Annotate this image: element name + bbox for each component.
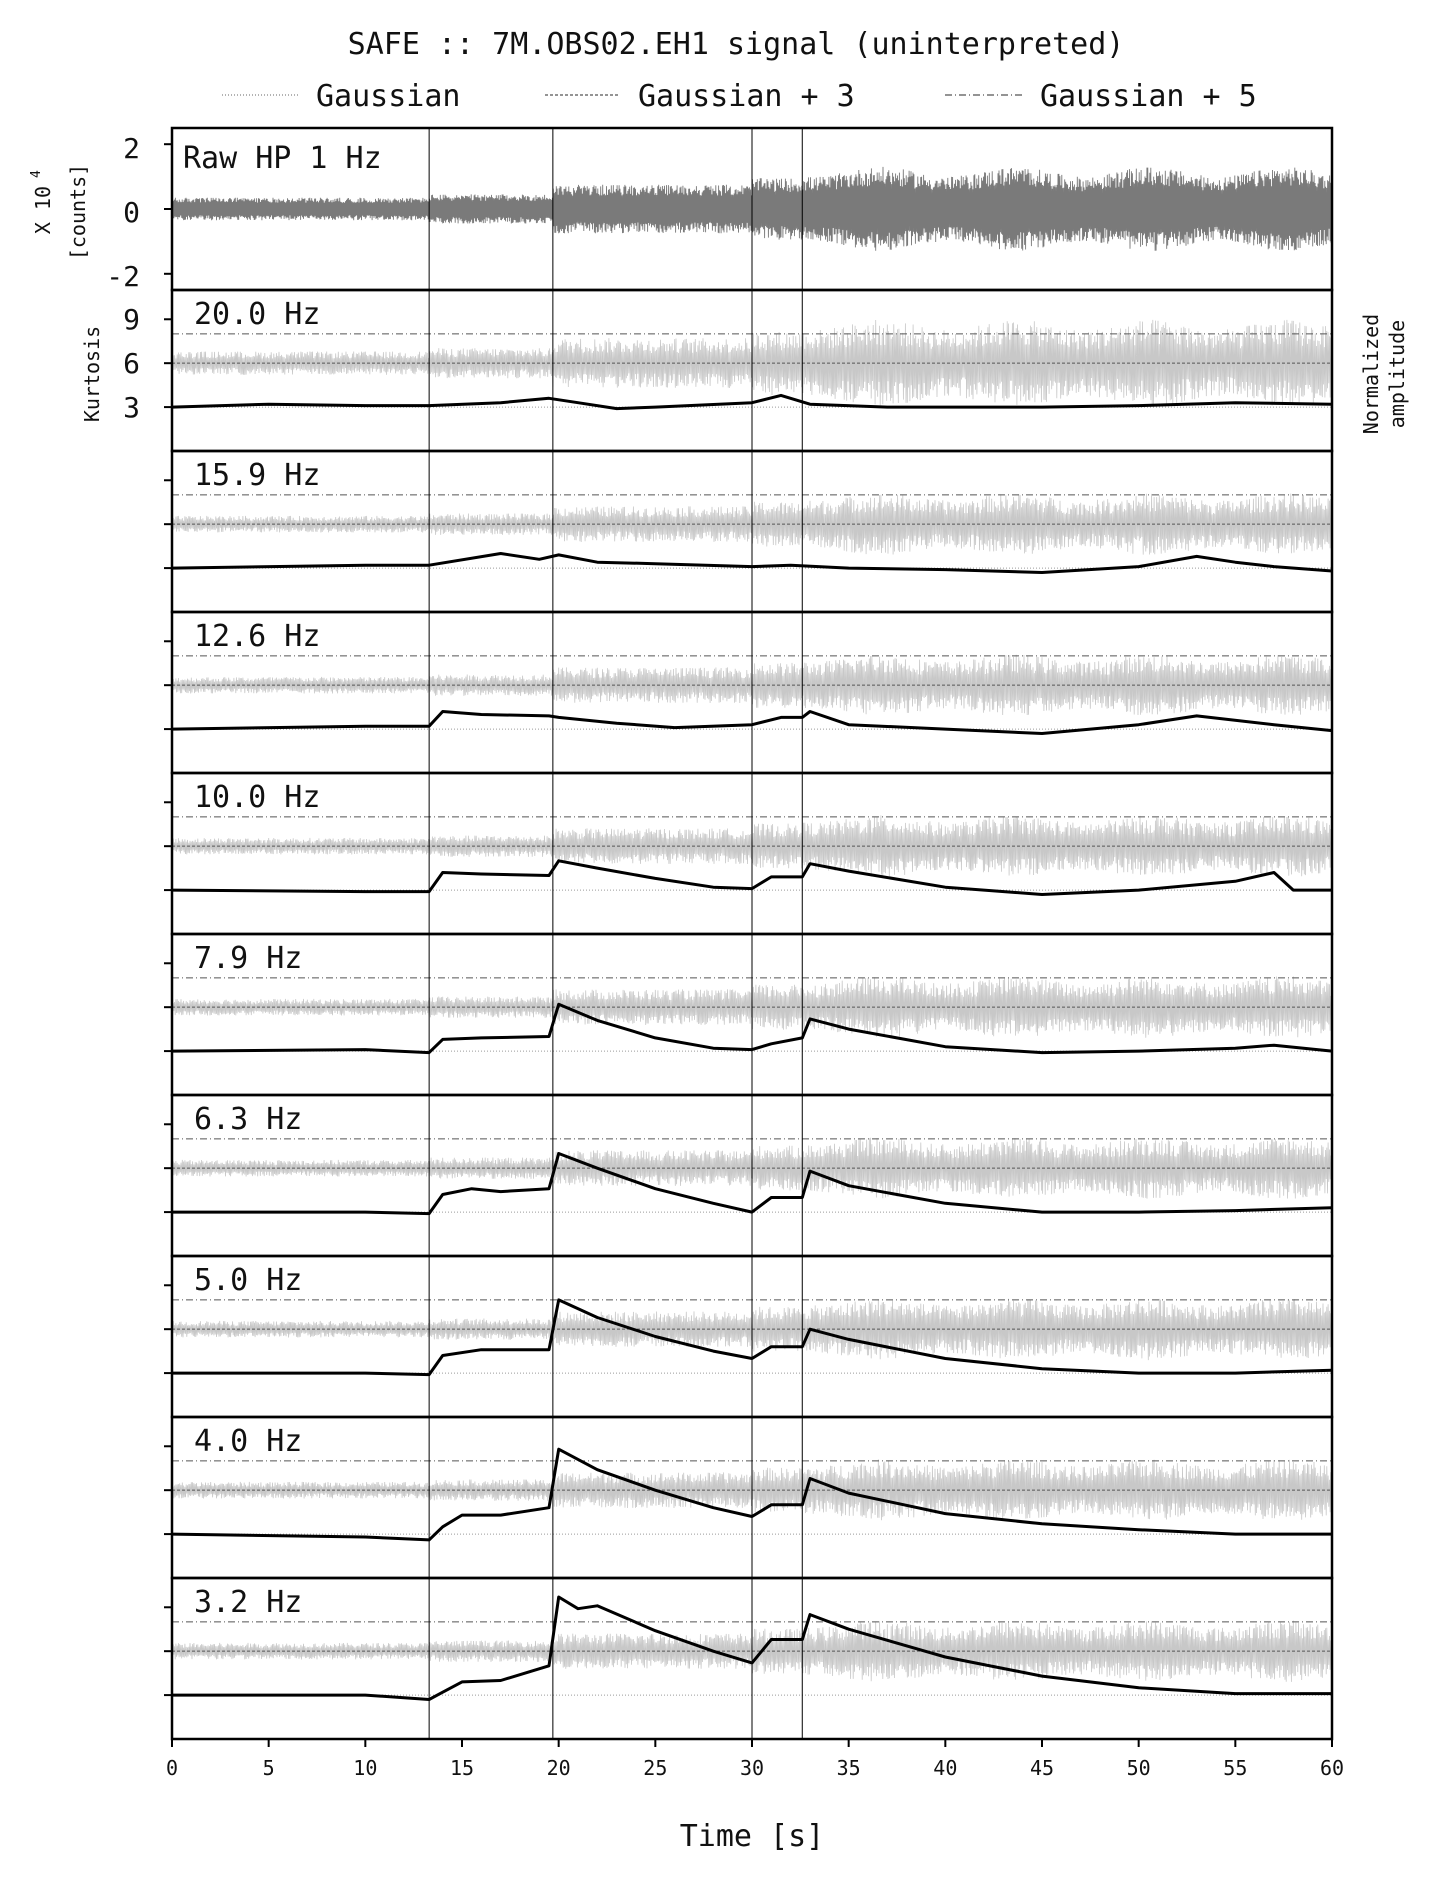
band-label: 3.2 Hz [194,1585,302,1620]
kurtosis-curve [171,710,1333,735]
band-label: 5.0 Hz [194,1263,302,1298]
kurtosis-curve [172,1595,1332,1701]
band-panel: 4.0 Hz [164,1415,1334,1580]
right-axis-label-line1: Normalized [1359,314,1383,434]
right-axis-label-line2: amplitude [1385,320,1409,428]
kurtosis-tick-label-3: 3 [123,391,140,424]
chart-title: SAFE :: 7M.OBS02.EH1 signal (uninterpret… [348,27,1125,62]
x-tick-label: 60 [1320,1756,1344,1780]
band-panel: 20.0 Hz [164,288,1334,453]
x-axis: 0 5 10 15 20 25 30 35 40 45 50 55 60 [166,1739,1344,1780]
x-tick-label: 0 [166,1756,178,1780]
x-tick-label: 55 [1223,1756,1247,1780]
band-panel: 15.9 Hz [164,449,1334,614]
raw-ylabel: X 10 4 [counts] [29,164,90,260]
band-label: 20.0 Hz [194,297,320,332]
kurtosis-curve [171,552,1333,574]
legend: Gaussian Gaussian + 3 Gaussian + 5 [222,79,1257,114]
kurtosis-curve [171,393,1333,411]
x-tick-label: 5 [263,1756,275,1780]
kurtosis-tick-label-9: 9 [123,303,140,336]
band-panel: 7.9 Hz [164,932,1334,1097]
x-tick-label: 10 [353,1756,377,1780]
band-panel: 6.3 Hz [164,1093,1334,1258]
x-tick-label: 20 [547,1756,571,1780]
x-tick-label: 30 [740,1756,764,1780]
band-label: 10.0 Hz [194,780,320,815]
x-tick-label: 35 [837,1756,861,1780]
raw-ylabel-exponent: 4 [29,170,44,178]
legend-label-gaussian-5: Gaussian + 5 [1040,79,1257,114]
kurtosis-curve [171,1447,1332,1542]
kurtosis-curve [172,1298,1333,1377]
band-label: 15.9 Hz [194,458,320,493]
band-panel: 12.6 Hz [164,610,1334,775]
kurtosis-tick-label-6: 6 [123,347,140,380]
band-label: 7.9 Hz [194,941,302,976]
raw-ylabel-line1: X 10 [31,186,55,234]
band-label: 12.6 Hz [194,619,320,654]
band-label: 6.3 Hz [194,1102,302,1137]
raw-ytick-label-neg2: -2 [106,260,140,293]
band-panel: 10.0 Hz [164,771,1334,936]
band-label: 4.0 Hz [194,1424,302,1459]
raw-ytick-label-0: 0 [123,196,140,229]
x-tick-label: 15 [450,1756,474,1780]
kurtosis-curve [172,1152,1333,1216]
kurtosis-curve [171,859,1332,896]
band-panel: 5.0 Hz [164,1254,1334,1419]
x-axis-label: Time [s] [680,1819,825,1854]
raw-panel-label: Raw HP 1 Hz [183,141,382,176]
raw-ylabel-line2: [counts] [66,164,90,260]
raw-ytick-label-2: 2 [123,132,140,165]
x-tick-label: 45 [1030,1756,1054,1780]
band-panel: 3.2 Hz [164,1576,1334,1741]
x-tick-label: 40 [933,1756,957,1780]
legend-label-gaussian: Gaussian [316,79,461,114]
x-tick-label: 25 [643,1756,667,1780]
legend-label-gaussian-3: Gaussian + 3 [638,79,855,114]
onset-lines [428,128,803,1739]
kurtosis-axis-label: Kurtosis [80,326,104,422]
x-tick-label: 50 [1127,1756,1151,1780]
band-panels: 20.0 Hz 15.9 Hz 12.6 Hz 10.0 Hz 7.9 Hz 6.3 Hz… [164,288,1334,1741]
